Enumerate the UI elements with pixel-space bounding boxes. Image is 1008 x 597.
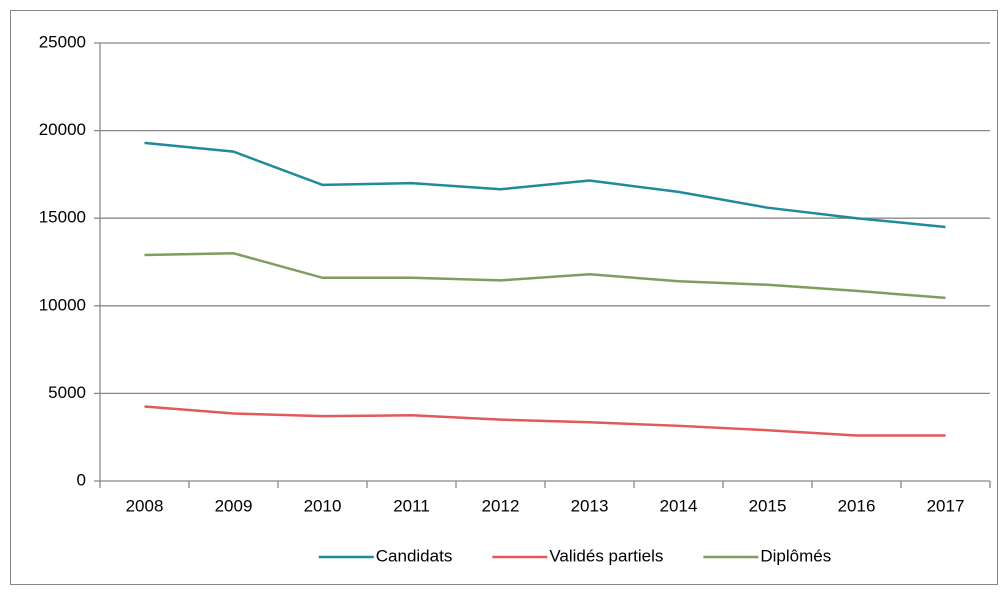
x-tick-label: 2013: [571, 496, 609, 515]
y-tick-label: 20000: [39, 120, 86, 139]
x-tick-label: 2010: [304, 496, 342, 515]
x-tick-label: 2012: [482, 496, 520, 515]
x-tick-label: 2015: [749, 496, 787, 515]
x-tick-label: 2009: [215, 496, 253, 515]
x-tick-label: 2014: [660, 496, 698, 515]
x-tick-label: 2011: [393, 496, 430, 515]
y-tick-label: 25000: [39, 32, 86, 51]
legend-label: Candidats: [376, 546, 453, 565]
legend-label: Validés partiels: [549, 546, 663, 565]
legend-label: Diplômés: [760, 546, 831, 565]
x-tick-label: 2008: [126, 496, 164, 515]
y-tick-label: 0: [77, 470, 86, 489]
y-tick-label: 15000: [39, 208, 86, 227]
x-tick-label: 2017: [927, 496, 965, 515]
x-tick-label: 2016: [838, 496, 876, 515]
series-line: [144, 251, 946, 300]
series-line: [144, 405, 946, 437]
y-tick-label: 10000: [39, 295, 86, 314]
chart-frame: [10, 10, 998, 585]
y-tick-label: 5000: [48, 383, 86, 402]
series-line: [144, 141, 946, 229]
